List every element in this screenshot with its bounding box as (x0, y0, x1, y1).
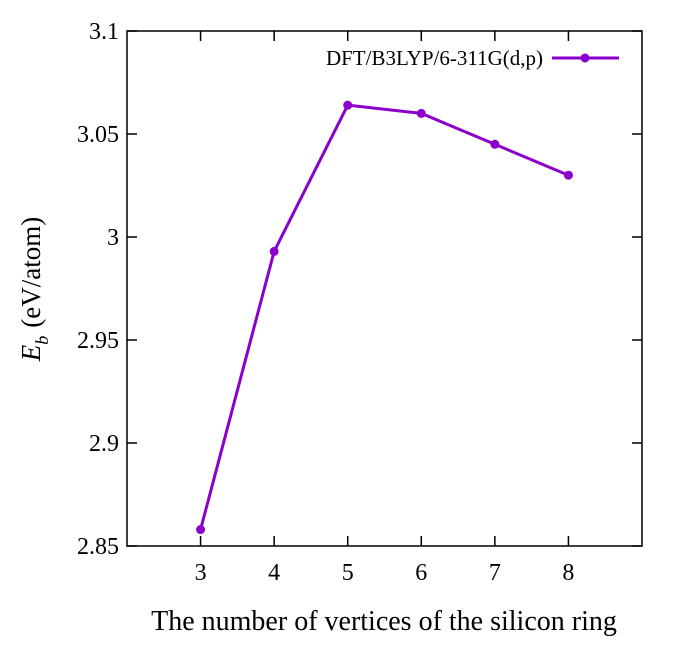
x-tick-label: 4 (268, 560, 280, 586)
x-tick-label: 8 (562, 560, 574, 586)
x-tick-label: 5 (342, 560, 354, 586)
data-point (416, 108, 426, 118)
data-point (343, 100, 353, 110)
y-tick-label: 2.85 (77, 534, 119, 560)
series-layer (196, 100, 573, 535)
y-axis-label-symbol: E (16, 344, 46, 362)
data-point (269, 246, 279, 256)
y-tick-label: 2.95 (77, 328, 119, 354)
legend-marker (580, 53, 590, 63)
y-tick-label: 3 (107, 225, 119, 251)
plot-frame (126, 30, 643, 547)
y-tick-label: 3.1 (89, 19, 119, 45)
data-point (490, 139, 500, 149)
x-tick-label: 7 (489, 560, 501, 586)
series-line (199, 103, 570, 530)
x-tick-label: 3 (195, 560, 207, 586)
legend-entry-label: DFT/B3LYP/6-311G(d,p) (326, 46, 543, 70)
y-axis-label: Eb (eV/atom) (16, 217, 52, 362)
y-axis-label-subscript: b (32, 336, 52, 345)
data-point (563, 170, 573, 180)
x-tick-label: 6 (415, 560, 427, 586)
y-tick-label: 3.05 (77, 122, 119, 148)
y-tick-label: 2.9 (89, 431, 119, 457)
ticks-layer: 2.85 2.9 2.95 3 3.05 3.1 3 4 5 6 7 8 (77, 19, 642, 586)
y-axis-label-unit: (eV/atom) (16, 217, 46, 328)
data-point (196, 525, 206, 535)
x-axis-label: The number of vertices of the silicon ri… (151, 606, 617, 637)
legend: DFT/B3LYP/6-311G(d,p) (326, 46, 619, 70)
